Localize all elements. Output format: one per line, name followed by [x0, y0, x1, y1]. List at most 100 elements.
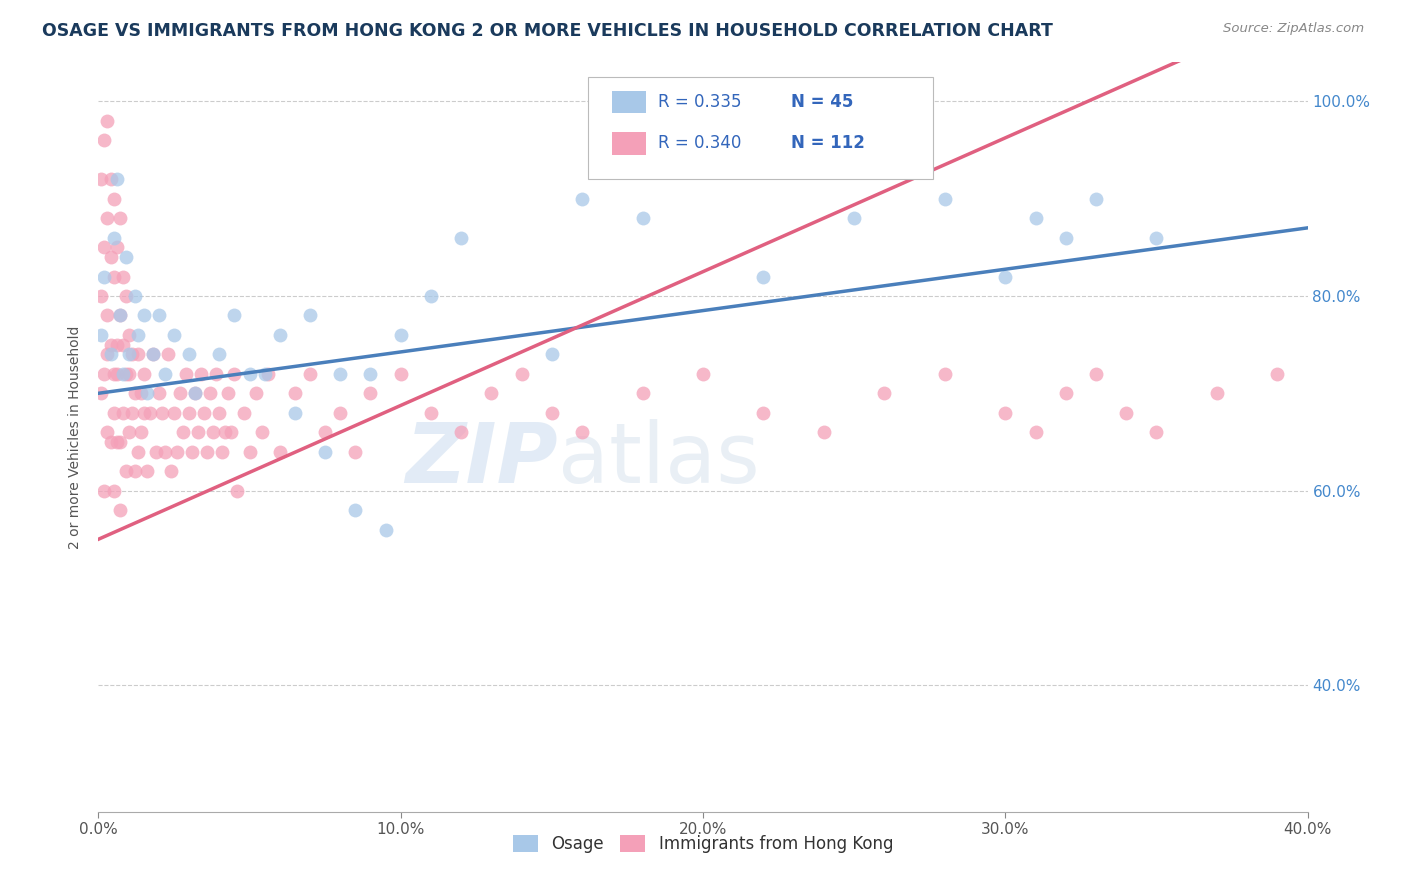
Point [631, 386, 654, 401]
Point [844, 211, 866, 226]
Point [813, 425, 835, 440]
Text: Source: ZipAtlas.com: Source: ZipAtlas.com [1223, 22, 1364, 36]
Point [100, 337, 122, 351]
Point [114, 250, 136, 264]
Point [93, 367, 115, 381]
Point [132, 367, 155, 381]
Point [103, 230, 125, 244]
Point [166, 444, 188, 458]
Point [1144, 425, 1167, 440]
Point [224, 309, 246, 323]
Point [190, 367, 212, 381]
Point [93, 133, 115, 147]
Point [114, 289, 136, 303]
Point [994, 406, 1017, 420]
Point [111, 337, 134, 351]
Point [420, 406, 443, 420]
Point [103, 367, 125, 381]
Point [187, 425, 209, 440]
Point [114, 464, 136, 478]
Point [111, 406, 134, 420]
Point [105, 172, 128, 186]
Text: N = 112: N = 112 [792, 135, 865, 153]
Point [631, 211, 654, 226]
Point [692, 367, 714, 381]
Point [103, 406, 125, 420]
Point [153, 367, 176, 381]
Point [208, 347, 231, 361]
Point [329, 406, 352, 420]
Bar [613, 132, 647, 154]
Point [1054, 230, 1077, 244]
Point [752, 406, 775, 420]
Point [299, 367, 322, 381]
Point [540, 406, 562, 420]
Point [90, 327, 112, 342]
Point [100, 250, 122, 264]
Point [121, 406, 143, 420]
Point [114, 367, 136, 381]
Point [179, 406, 201, 420]
Point [108, 211, 131, 226]
Point [752, 269, 775, 284]
Point [139, 406, 162, 420]
Text: atlas: atlas [558, 419, 759, 500]
Point [163, 406, 186, 420]
Point [314, 425, 336, 440]
Point [127, 327, 149, 342]
Point [150, 406, 173, 420]
Point [184, 386, 207, 401]
Point [299, 309, 322, 323]
Point [510, 367, 533, 381]
Point [195, 444, 218, 458]
Point [148, 309, 170, 323]
Bar [613, 91, 647, 113]
Point [571, 425, 593, 440]
Point [374, 523, 396, 537]
Point [1024, 425, 1046, 440]
Point [481, 386, 503, 401]
Text: R = 0.340: R = 0.340 [658, 135, 741, 153]
Point [142, 347, 165, 361]
Point [156, 347, 179, 361]
Text: R = 0.335: R = 0.335 [658, 93, 742, 112]
Point [202, 425, 225, 440]
Point [105, 337, 128, 351]
Point [100, 434, 122, 449]
Point [239, 367, 262, 381]
Point [103, 192, 125, 206]
Point [284, 386, 307, 401]
Point [389, 367, 412, 381]
Point [90, 172, 112, 186]
Point [256, 367, 278, 381]
Point [360, 386, 382, 401]
Point [232, 406, 254, 420]
Point [184, 386, 207, 401]
Point [96, 113, 118, 128]
Point [93, 483, 115, 498]
Point [214, 425, 236, 440]
Point [111, 269, 134, 284]
Point [103, 269, 125, 284]
Point [205, 367, 228, 381]
Point [179, 347, 201, 361]
Point [129, 425, 152, 440]
Point [135, 464, 157, 478]
Point [239, 444, 262, 458]
Point [96, 347, 118, 361]
Point [211, 444, 233, 458]
Point [181, 444, 204, 458]
Point [360, 367, 382, 381]
Point [118, 347, 141, 361]
Point [96, 309, 118, 323]
Point [105, 434, 128, 449]
Point [118, 327, 141, 342]
Point [934, 367, 956, 381]
Point [1085, 367, 1108, 381]
Point [1206, 386, 1229, 401]
Point [450, 230, 472, 244]
Point [96, 425, 118, 440]
Point [132, 406, 155, 420]
Point [142, 347, 165, 361]
Point [250, 425, 273, 440]
